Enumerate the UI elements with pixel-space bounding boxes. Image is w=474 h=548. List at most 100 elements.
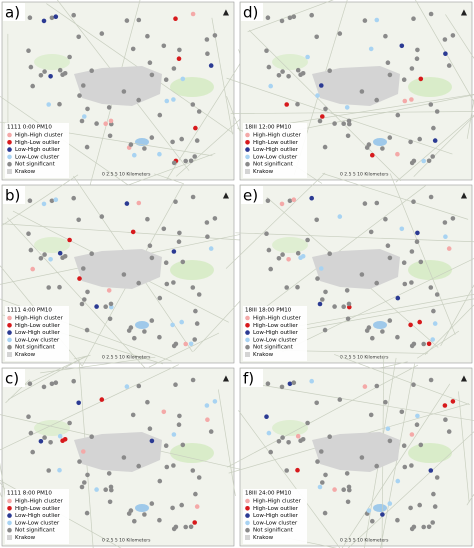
station-point — [84, 510, 90, 516]
station-point — [27, 381, 33, 386]
station-point — [430, 154, 435, 159]
legend-label: Not significant — [253, 162, 294, 168]
station-point — [402, 281, 408, 287]
road — [413, 115, 474, 177]
station-point — [71, 378, 76, 384]
station-point — [183, 524, 188, 530]
legend-swatch — [7, 520, 12, 526]
station-point — [432, 504, 438, 509]
station-point — [395, 517, 400, 523]
station-point — [323, 472, 328, 478]
station-point — [84, 327, 90, 333]
station-point — [204, 220, 210, 225]
station-point — [409, 66, 415, 71]
station-point — [176, 56, 182, 61]
station-point — [53, 197, 59, 202]
station-point — [409, 432, 415, 437]
forest-area — [408, 443, 452, 463]
station-point — [76, 217, 81, 223]
station-point — [57, 101, 62, 107]
station-point — [362, 18, 368, 23]
station-point — [161, 409, 167, 415]
station-point — [327, 251, 332, 256]
station-point — [179, 502, 184, 508]
station-point — [149, 438, 155, 444]
station-point — [48, 74, 53, 79]
station-point — [276, 256, 282, 261]
road — [424, 304, 474, 356]
station-point — [179, 136, 184, 142]
station-point — [108, 301, 114, 307]
station-point — [417, 319, 422, 325]
station-point — [341, 487, 346, 492]
station-point — [30, 266, 35, 272]
water — [135, 504, 149, 512]
station-point — [38, 439, 44, 444]
legend-label: High-High cluster — [15, 316, 63, 322]
station-point — [190, 194, 196, 200]
legend-label: Not significant — [253, 345, 294, 351]
station-point — [346, 301, 352, 307]
legend-swatch — [7, 337, 12, 343]
legend-swatch — [7, 513, 12, 518]
station-point — [145, 33, 150, 39]
station-point — [431, 125, 436, 131]
station-point — [194, 504, 200, 509]
station-point — [346, 118, 352, 124]
station-point — [415, 413, 420, 419]
station-point — [337, 31, 343, 36]
station-point — [171, 526, 177, 532]
station-point — [149, 255, 155, 261]
map-panel: b) ▲ 1111 4:00 PM10 High-High clusterHigh-L… — [0, 173, 243, 369]
station-point — [319, 449, 324, 454]
panel-label-box — [3, 369, 25, 387]
station-point — [196, 109, 202, 114]
station-point — [279, 384, 285, 390]
station-point — [414, 239, 420, 244]
station-point — [284, 102, 289, 107]
station-point — [323, 289, 328, 295]
legend-label: Low-Low cluster — [15, 520, 60, 526]
station-point — [79, 484, 85, 490]
station-point — [442, 403, 448, 408]
station-point — [128, 142, 134, 147]
legend-swatch — [7, 169, 12, 174]
legend-swatch — [245, 154, 250, 160]
station-point — [383, 33, 388, 39]
legend-swatch — [245, 337, 250, 343]
station-point — [142, 329, 147, 334]
station-point — [147, 60, 153, 65]
station-point — [383, 216, 388, 222]
road — [322, 173, 469, 220]
station-point — [171, 432, 177, 437]
station-point — [81, 266, 86, 271]
panel-label: f) — [243, 370, 254, 388]
road — [225, 172, 326, 269]
station-point — [124, 384, 130, 389]
station-point — [212, 216, 218, 221]
road — [227, 364, 419, 468]
station-point — [171, 343, 177, 349]
station-point — [136, 17, 142, 23]
north-arrow: ▲ — [223, 374, 230, 383]
road — [20, 355, 89, 388]
station-point — [366, 508, 372, 513]
station-point — [402, 98, 408, 104]
station-point — [99, 397, 105, 402]
map-panel: f) ▲ 18III 24:00 PM10 High-High clusterHigh… — [227, 354, 474, 548]
station-point — [450, 216, 456, 221]
forest-area — [408, 77, 452, 97]
station-point — [374, 200, 380, 206]
station-point — [77, 93, 82, 98]
station-point — [287, 15, 293, 21]
road — [153, 173, 157, 175]
station-point — [42, 435, 47, 440]
panel-label: e) — [243, 187, 258, 205]
station-point — [132, 335, 137, 341]
station-point — [443, 417, 448, 422]
station-point — [173, 16, 178, 21]
station-point — [346, 484, 352, 490]
krakow-area — [74, 66, 162, 106]
station-point — [387, 72, 393, 78]
station-point — [177, 47, 182, 53]
